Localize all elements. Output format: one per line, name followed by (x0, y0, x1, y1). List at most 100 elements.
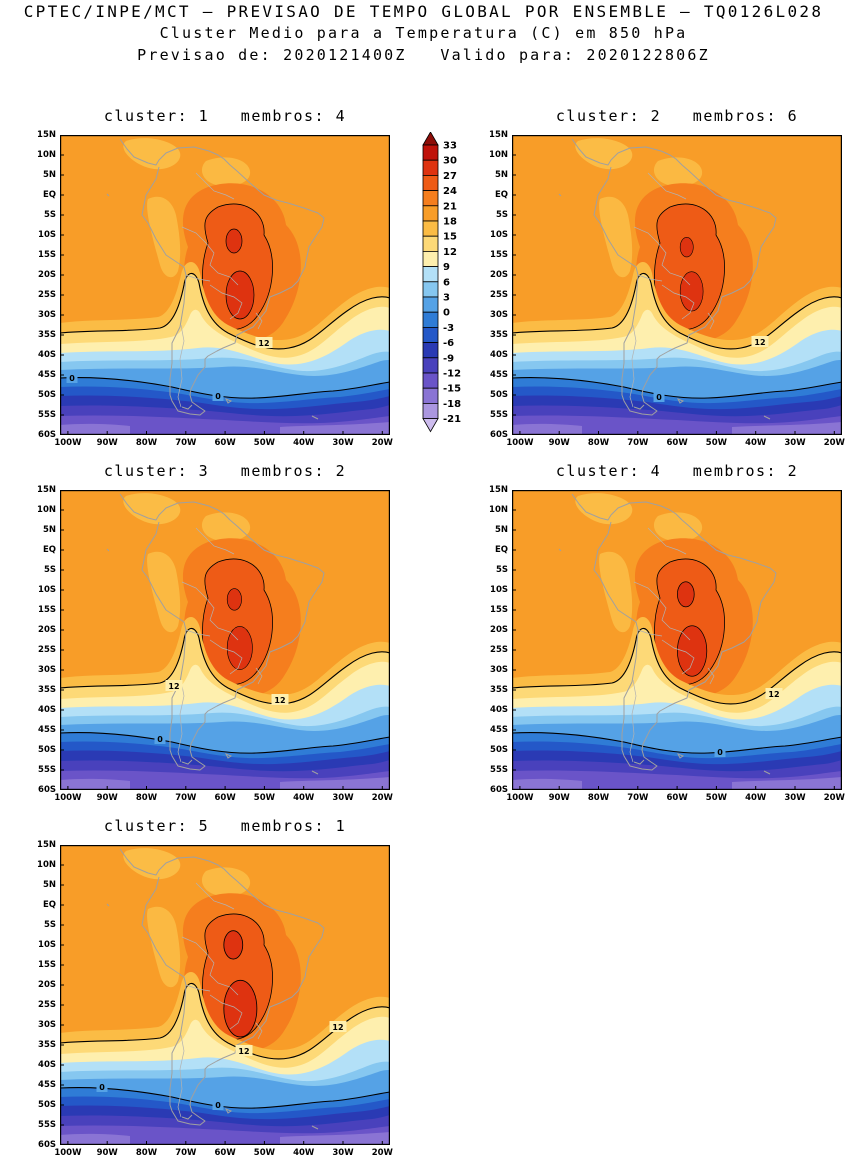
band-m18-m15-patches (60, 1132, 390, 1145)
lat-tick-label: 5N (42, 880, 56, 890)
lat-tick-label: 35S (38, 330, 56, 340)
colorbar-segment (422, 205, 439, 222)
band-15-18-patch (123, 138, 181, 170)
band-m18-m15-patches (60, 777, 390, 790)
lat-tick-label: 50S (38, 1100, 56, 1110)
temperature-map: 12 0 (512, 135, 842, 435)
colorbar-segment (422, 402, 439, 419)
lon-tick-label: 20W (371, 793, 393, 803)
band-24-27-blob (202, 203, 273, 330)
lon-tick-label: 80W (587, 438, 610, 448)
contour-labels: 12 12 0 (154, 680, 289, 744)
hot-core-north (223, 930, 244, 960)
country-borders (629, 172, 715, 408)
lat-tick-label: 60S (38, 1140, 56, 1150)
hot-core-south (679, 271, 704, 312)
lat-tick-label: 25S (490, 290, 508, 300)
lat-tick-label: 20S (38, 270, 56, 280)
lat-tick-label: 50S (490, 745, 508, 755)
contour-12-line (512, 627, 842, 705)
lon-tick-label: 50W (705, 793, 727, 803)
colorbar-tick-label: 6 (443, 277, 450, 288)
colorbar-segment (422, 266, 439, 283)
lon-tick-label: 40W (745, 793, 767, 803)
lat-tick-label: 5S (495, 210, 508, 220)
lat-tick-label: 10N (37, 505, 56, 515)
coastline (119, 848, 325, 1126)
lat-tick-label: 15S (38, 250, 56, 260)
lat-tick-label: EQ (494, 190, 508, 200)
lat-tick-label: 5S (495, 565, 508, 575)
panel-cluster-4: cluster: 4 membros: 2 15N 10N 5N EQ 5S 10S 15S… (486, 462, 847, 808)
axis-ticks (60, 135, 383, 435)
band-15-18-andes (147, 906, 181, 988)
panel-title: cluster: 4 membros: 2 (555, 462, 799, 480)
band-27-30-core (223, 930, 258, 1038)
lat-tick-label: 55S (490, 410, 508, 420)
lon-tick-label: 90W (548, 793, 570, 803)
temperature-map: 12 0 (512, 490, 842, 790)
lon-axis: 100W 90W 80W 70W 60W 50W 40W 30W 20W (506, 437, 847, 449)
lat-tick-label: 10S (38, 940, 56, 950)
lat-tick-label: 25S (38, 645, 56, 655)
contour-label-box (165, 680, 183, 691)
band-15-18-patch (201, 157, 251, 187)
lon-tick-label: 30W (332, 793, 354, 803)
lat-tick-label: 40S (490, 350, 508, 360)
lat-tick-label: EQ (494, 545, 508, 555)
band-15-18-patch (653, 157, 703, 187)
contour-label-box (714, 746, 726, 757)
lat-axis: 15N 10N 5N EQ 5S 10S 15S 20S 25S 30S 35S 40S 45S 50S 5… (486, 485, 509, 795)
colorbar-segment (422, 296, 439, 313)
lon-tick-label: 30W (784, 793, 806, 803)
axis-ticks (512, 135, 835, 435)
band-15-18-patch (653, 512, 703, 542)
colorbar-tick-label: 21 (443, 201, 457, 212)
contour-label: 12 (768, 690, 779, 699)
contour-label: 12 (332, 1023, 343, 1032)
lon-tick-label: 80W (135, 438, 158, 448)
lon-tick-label: 20W (823, 793, 845, 803)
lat-tick-label: 10N (489, 150, 508, 160)
colorbar-tick-label: -12 (443, 369, 461, 380)
colorbar-segment (422, 342, 439, 359)
lat-tick-label: 10N (37, 860, 56, 870)
band-m18-m15-patches (512, 422, 842, 435)
contour-label-box (235, 1045, 253, 1056)
colorbar-segment (422, 144, 439, 161)
lat-tick-label: 10S (490, 230, 508, 240)
lat-tick-label: 30S (38, 1020, 56, 1030)
lon-tick-label: 50W (705, 438, 727, 448)
lat-tick-label: EQ (42, 190, 56, 200)
lat-tick-label: 45S (38, 1080, 56, 1090)
colorbar-tick-label: 30 (443, 156, 457, 167)
lat-axis: 15N 10N 5N EQ 5S 10S 15S 20S 25S 30S 35S 40S 45S 50S 5… (34, 485, 57, 795)
colorbar-segment (422, 159, 439, 176)
lon-tick-label: 60W (666, 793, 688, 803)
colorbar-segment (422, 281, 439, 298)
colorbar-tick-label: -18 (443, 399, 461, 410)
colorbar-segment (422, 387, 439, 404)
lon-axis: 100W 90W 80W 70W 60W 50W 40W 30W 20W (506, 792, 847, 804)
colorbar-arrow-down-icon (422, 418, 439, 433)
lon-tick-label: 70W (627, 793, 649, 803)
band-15-18-andes (599, 196, 633, 278)
contour-12-line (512, 272, 842, 350)
colorbar-tick-label: 9 (443, 262, 450, 273)
lat-tick-label: 5N (494, 525, 508, 535)
lat-tick-label: 15N (37, 840, 56, 850)
country-borders (177, 527, 263, 763)
lat-tick-label: 15N (489, 130, 508, 140)
lon-axis: 100W 90W 80W 70W 60W 50W 40W 30W 20W (54, 792, 396, 804)
colorbar-segment (422, 190, 439, 207)
lon-tick-label: 80W (135, 793, 158, 803)
islands (106, 548, 319, 775)
lat-tick-label: 30S (38, 310, 56, 320)
colorbar-tick-label: -21 (443, 414, 461, 425)
lon-tick-label: 80W (587, 793, 610, 803)
coastline (571, 138, 777, 416)
temperature-map: 12 12 0 0 (60, 845, 390, 1145)
lon-tick-label: 60W (214, 1148, 236, 1157)
lat-tick-label: 35S (490, 330, 508, 340)
lon-tick-label: 70W (627, 438, 649, 448)
